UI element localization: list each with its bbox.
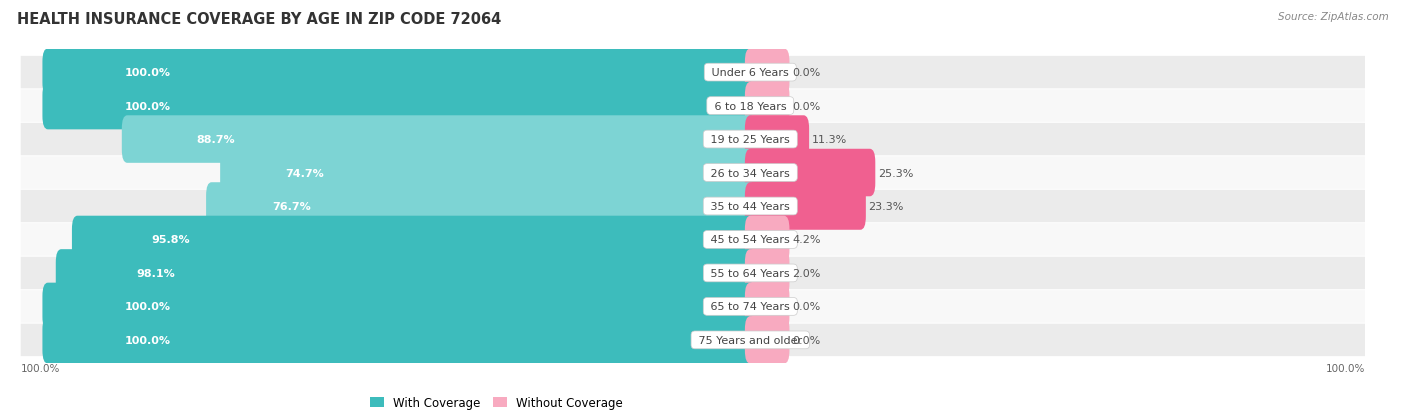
Text: 45 to 54 Years: 45 to 54 Years (707, 235, 793, 245)
Text: 19 to 25 Years: 19 to 25 Years (707, 135, 793, 145)
Text: HEALTH INSURANCE COVERAGE BY AGE IN ZIP CODE 72064: HEALTH INSURANCE COVERAGE BY AGE IN ZIP … (17, 12, 501, 27)
FancyBboxPatch shape (42, 283, 755, 330)
FancyBboxPatch shape (745, 183, 866, 230)
Text: 4.2%: 4.2% (792, 235, 821, 245)
Text: 55 to 64 Years: 55 to 64 Years (707, 268, 793, 278)
FancyBboxPatch shape (72, 216, 755, 263)
Text: 100.0%: 100.0% (125, 101, 172, 112)
FancyBboxPatch shape (745, 316, 789, 364)
FancyBboxPatch shape (745, 116, 808, 164)
FancyBboxPatch shape (745, 49, 789, 97)
Text: Under 6 Years: Under 6 Years (709, 68, 793, 78)
FancyBboxPatch shape (745, 283, 789, 330)
FancyBboxPatch shape (42, 316, 755, 364)
FancyBboxPatch shape (21, 190, 1365, 223)
FancyBboxPatch shape (745, 83, 789, 130)
FancyBboxPatch shape (21, 90, 1365, 123)
FancyBboxPatch shape (21, 257, 1365, 290)
Text: 100.0%: 100.0% (125, 301, 172, 312)
Text: 76.7%: 76.7% (273, 202, 311, 211)
Text: 0.0%: 0.0% (792, 335, 821, 345)
Text: 0.0%: 0.0% (792, 68, 821, 78)
Text: 2.0%: 2.0% (792, 268, 821, 278)
FancyBboxPatch shape (21, 157, 1365, 189)
FancyBboxPatch shape (21, 123, 1365, 156)
FancyBboxPatch shape (21, 57, 1365, 89)
Text: 100.0%: 100.0% (21, 363, 60, 373)
Text: 25.3%: 25.3% (877, 168, 914, 178)
Text: 74.7%: 74.7% (285, 168, 323, 178)
Text: 98.1%: 98.1% (136, 268, 176, 278)
FancyBboxPatch shape (42, 49, 755, 97)
Text: 100.0%: 100.0% (125, 335, 172, 345)
FancyBboxPatch shape (745, 216, 789, 263)
Text: 0.0%: 0.0% (792, 101, 821, 112)
FancyBboxPatch shape (745, 249, 789, 297)
FancyBboxPatch shape (21, 324, 1365, 356)
FancyBboxPatch shape (42, 83, 755, 130)
FancyBboxPatch shape (745, 150, 876, 197)
Text: 75 Years and older: 75 Years and older (695, 335, 806, 345)
Text: 26 to 34 Years: 26 to 34 Years (707, 168, 793, 178)
Text: 100.0%: 100.0% (1326, 363, 1365, 373)
Text: 88.7%: 88.7% (197, 135, 235, 145)
Text: 0.0%: 0.0% (792, 301, 821, 312)
Text: 65 to 74 Years: 65 to 74 Years (707, 301, 793, 312)
Text: 100.0%: 100.0% (125, 68, 172, 78)
FancyBboxPatch shape (21, 290, 1365, 323)
FancyBboxPatch shape (21, 224, 1365, 256)
FancyBboxPatch shape (207, 183, 755, 230)
Text: 95.8%: 95.8% (152, 235, 190, 245)
FancyBboxPatch shape (122, 116, 755, 164)
Legend: With Coverage, Without Coverage: With Coverage, Without Coverage (366, 392, 627, 413)
Text: 6 to 18 Years: 6 to 18 Years (710, 101, 790, 112)
FancyBboxPatch shape (56, 249, 755, 297)
Text: Source: ZipAtlas.com: Source: ZipAtlas.com (1278, 12, 1389, 22)
Text: 23.3%: 23.3% (869, 202, 904, 211)
FancyBboxPatch shape (221, 150, 755, 197)
Text: 11.3%: 11.3% (811, 135, 846, 145)
Text: 35 to 44 Years: 35 to 44 Years (707, 202, 793, 211)
